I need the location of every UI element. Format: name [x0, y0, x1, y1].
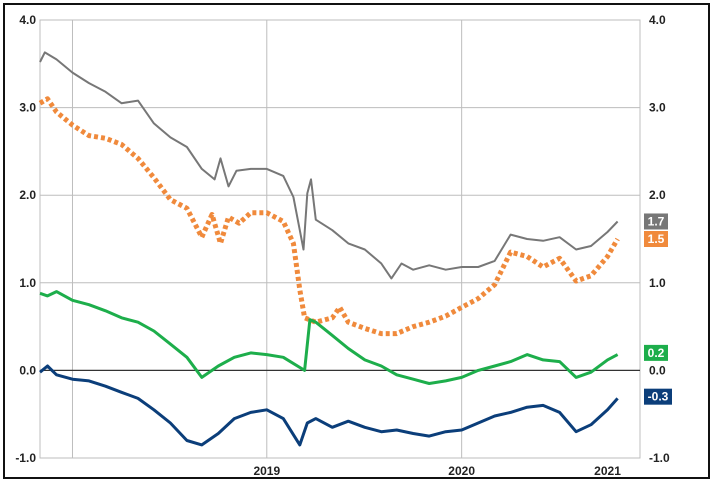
series-line-orange [38, 96, 620, 337]
right-y-tick-label: 0.0 [649, 363, 666, 377]
badge-background [644, 213, 668, 230]
gridlines [40, 19, 640, 459]
series-lines [38, 51, 620, 447]
series-line-navy [39, 364, 619, 447]
badge-value: -0.3 [648, 390, 669, 404]
badge-background [644, 231, 668, 247]
left-y-axis-labels: 4.0 3.0 2.0 1.0 0.0 -1.0 [15, 13, 36, 465]
x-axis-labels: 2019 2020 2021 [253, 464, 621, 478]
right-y-tick-label: 3.0 [649, 101, 666, 115]
left-y-tick-label: -1.0 [15, 451, 36, 465]
x-tick-label: 2021 [594, 464, 621, 478]
left-y-tick-label: 0.0 [19, 363, 36, 377]
end-label-badge-gray: 1.7 [644, 213, 668, 230]
left-y-tick-label: 3.0 [19, 101, 36, 115]
right-y-tick-label: 4.0 [649, 13, 666, 27]
left-y-tick-label: 2.0 [19, 188, 36, 202]
right-y-axis-labels: 4.0 3.0 2.0 1.0 0.0 -1.0 [649, 13, 670, 465]
left-y-tick-label: 4.0 [19, 13, 36, 27]
badge-value: 0.2 [648, 346, 665, 360]
x-tick-label: 2019 [253, 464, 280, 478]
left-y-tick-label: 1.0 [19, 276, 36, 290]
badge-value: 1.5 [648, 232, 665, 246]
badge-background [644, 388, 672, 405]
badge-value: 1.7 [648, 214, 665, 228]
right-y-tick-label: 2.0 [649, 188, 666, 202]
series-line-green [39, 290, 619, 385]
right-y-tick-label: 1.0 [649, 276, 666, 290]
chart-frame [3, 3, 710, 479]
right-y-tick-label: -1.0 [649, 451, 670, 465]
end-label-badge-orange: 1.5 [644, 231, 668, 247]
end-value-badges: 1.7 1.5 0.2 -0.3 [644, 213, 672, 405]
series-line-gray [39, 51, 619, 280]
badge-background [644, 344, 668, 361]
end-label-badge-green: 0.2 [644, 344, 668, 361]
x-tick-label: 2020 [448, 464, 475, 478]
end-label-badge-navy: -0.3 [644, 388, 672, 405]
